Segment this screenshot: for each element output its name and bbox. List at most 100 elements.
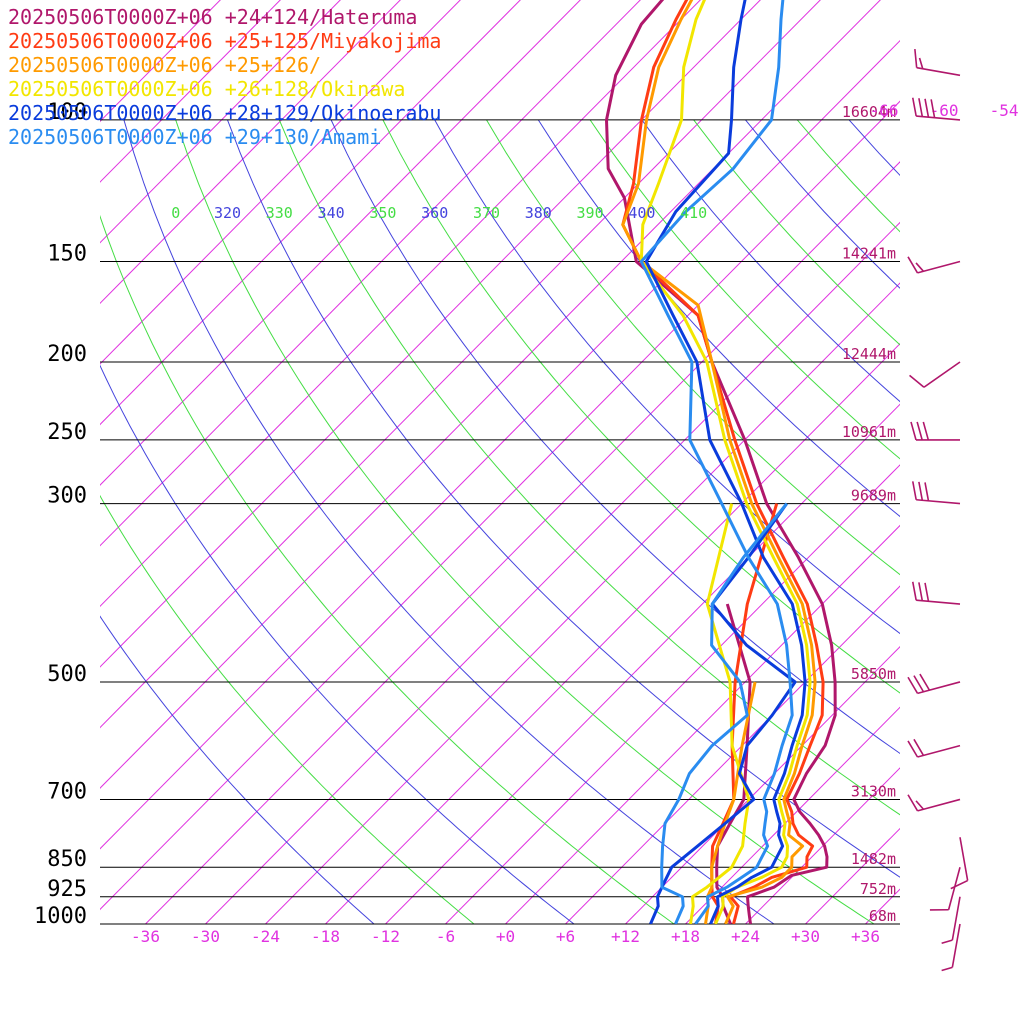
barb-staff (916, 66, 961, 77)
temperature-line (621, 0, 817, 924)
sounding-profiles (605, 0, 837, 924)
barb-staff (951, 896, 961, 941)
temperature-tick-label: +24 (731, 927, 760, 946)
wind-barb (907, 738, 961, 758)
dewpoint-line (689, 503, 751, 924)
isotherm-line (385, 403, 900, 924)
theta-label: 0 (171, 204, 180, 222)
wind-barb (909, 361, 961, 388)
temperature-line (639, 0, 794, 924)
wind-barb (950, 837, 969, 890)
barb-flag (907, 256, 919, 274)
isotherm-line (685, 706, 900, 924)
theta-label: 390 (577, 204, 604, 222)
temperature-line (605, 0, 837, 924)
temperature-tick-label: -24 (251, 927, 280, 946)
height-label: 16604m (842, 103, 896, 121)
legend-entry: 20250506T0000Z+06 +26+128/Okinawa (8, 77, 405, 101)
barb-flag (916, 421, 923, 441)
height-label: 9689m (851, 487, 896, 505)
height-label: 14241m (842, 245, 896, 263)
dry-adiabat-line (848, 119, 900, 177)
legend-entry: 20250506T0000Z+06 +25+125/Miyakojima (8, 29, 441, 53)
isotherm-line (505, 524, 900, 924)
barb-flag (941, 966, 953, 972)
dewpoint-line (710, 503, 779, 924)
theta-label: 330 (266, 204, 293, 222)
pressure-tick-label: 300 (47, 484, 87, 509)
barb-flag (924, 482, 930, 501)
theta-label: 370 (473, 204, 500, 222)
temperature-tick-label: -18 (311, 927, 340, 946)
dry-adiabat-line (641, 119, 900, 403)
barb-flag (924, 98, 930, 118)
barb-flag (913, 675, 925, 693)
barb-flag (924, 582, 930, 602)
barb-flag (909, 374, 925, 388)
temperature-tick-label: +18 (671, 927, 700, 946)
height-label: 752m (860, 880, 896, 898)
barb-flag (950, 879, 968, 890)
pressure-tick-label: 1000 (34, 904, 87, 929)
pressure-tick-label: 850 (47, 847, 87, 872)
barb-flag (911, 481, 917, 500)
barb-flag (922, 421, 930, 441)
barb-flag (907, 676, 919, 694)
barb-flag (913, 738, 925, 756)
temperature-tick-label: -12 (371, 927, 400, 946)
isotherm-line (625, 646, 900, 924)
barb-flag (914, 48, 918, 68)
dry-adiabat-line (382, 119, 900, 694)
temperature-tick-label: +36 (851, 927, 880, 946)
temperature-line (644, 0, 807, 924)
pressure-tick-label: 500 (47, 662, 87, 687)
height-label: 5850m (851, 665, 896, 683)
barb-staff (923, 361, 961, 388)
barb-staff (916, 115, 961, 121)
dry-adiabat-line (589, 119, 900, 460)
temperature-tick-label: +0 (496, 927, 515, 946)
legend-entry: 20250506T0000Z+06 +28+129/Okinoerabu (8, 101, 441, 125)
barb-flag (915, 262, 925, 272)
barb-flag (919, 673, 931, 691)
barb-flag (915, 800, 925, 810)
wind-barb (914, 48, 961, 77)
height-label: 10961m (842, 423, 896, 441)
barb-staff (947, 867, 961, 910)
barb-flag (911, 97, 917, 117)
barb-staff (951, 923, 961, 968)
theta-label: 350 (369, 204, 396, 222)
barb-flag (910, 421, 917, 441)
wind-barb (907, 256, 961, 274)
dry-adiabat-line (100, 364, 575, 924)
barb-flag (911, 581, 917, 601)
axis-labels: 100 16604m 150 14241m 200 12444m 250 10961m 300 9… (34, 100, 1018, 946)
temperature-tick-label: -30 (191, 927, 220, 946)
wind-barb (911, 97, 961, 121)
wind-barb (911, 581, 961, 605)
theta-label: 400 (628, 204, 655, 222)
barb-staff (917, 798, 961, 812)
theta-label: 340 (318, 204, 345, 222)
legend-entry: 20250506T0000Z+06 +29+130/Amami (8, 125, 381, 149)
temperature-tick-label: -6 (436, 927, 455, 946)
isotherm-label: -66 (870, 101, 899, 120)
wind-barbs (907, 48, 969, 972)
isotherm-line (805, 827, 900, 924)
barb-flag (907, 794, 919, 812)
wind-barb (911, 481, 961, 505)
barb-staff (917, 260, 961, 274)
temperature-tick-label: +12 (611, 927, 640, 946)
pressure-tick-label: 100 (47, 100, 87, 125)
barb-flag (930, 99, 936, 118)
barb-staff (917, 744, 961, 758)
barb-staff (959, 837, 969, 881)
pressure-tick-label: 200 (47, 342, 87, 367)
height-label: 1482m (851, 850, 896, 868)
pressure-tick-label: 925 (47, 877, 87, 902)
temperature-tick-label: -36 (131, 927, 160, 946)
theta-label: 410 (680, 204, 707, 222)
barb-staff (916, 599, 961, 605)
legend-entry: 20250506T0000Z+06 +25+126/ (8, 53, 321, 77)
